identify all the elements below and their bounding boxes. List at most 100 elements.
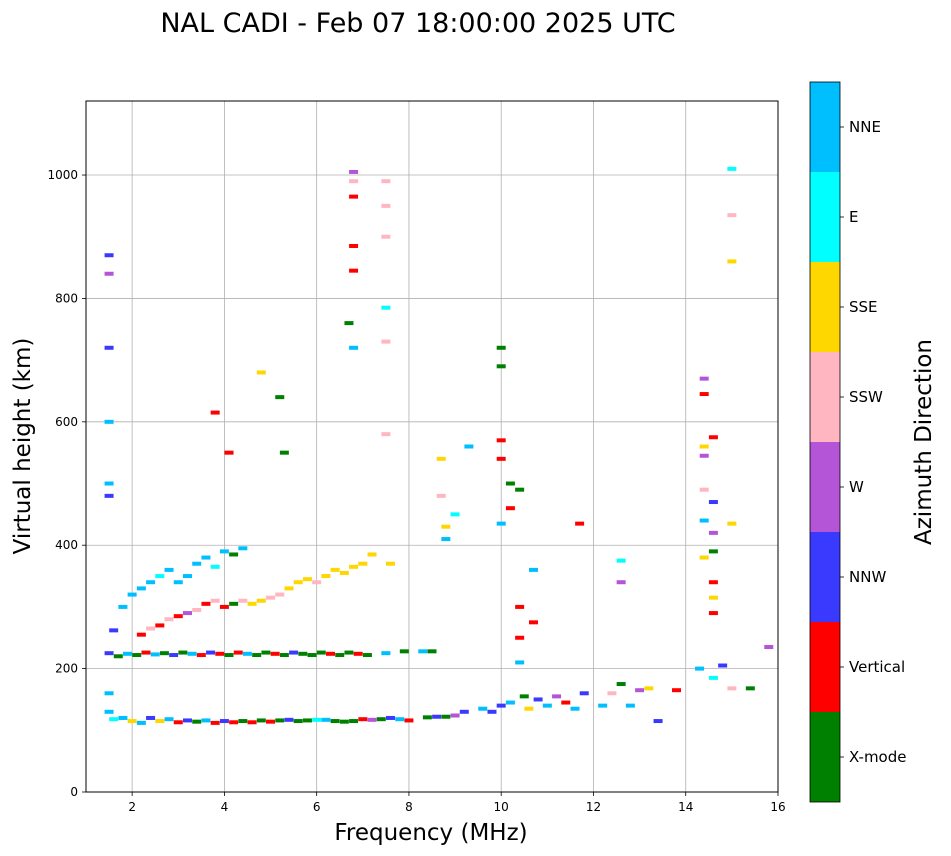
data-point [270,651,280,656]
x-axis-label: Frequency (MHz) [334,820,527,846]
data-point [238,719,248,724]
data-point [293,719,303,724]
data-point [339,570,349,575]
data-point [104,709,114,714]
data-point [528,567,538,572]
data-point [104,691,114,696]
data-point [242,651,252,656]
data-point [727,521,737,526]
data-point [519,694,529,699]
data-point [293,580,303,585]
data-point [113,654,123,659]
data-point [575,521,585,526]
data-point [206,650,216,655]
data-point [496,703,506,708]
data-point [459,709,469,714]
data-point [247,720,257,725]
data-point [381,651,391,656]
x-tick-label: 4 [221,800,229,814]
data-point [136,720,146,725]
data-point [381,432,391,437]
data-point [252,653,262,658]
data-point [344,650,354,655]
data-point [349,243,359,248]
colorbar-tick-label: X-mode [849,748,906,766]
data-point [399,649,409,654]
data-point [422,715,432,720]
data-point [215,651,225,656]
data-point [432,714,442,719]
data-point [367,717,377,722]
data-point [164,567,174,572]
data-point [695,666,705,671]
x-tick-label: 14 [678,800,693,814]
data-point [173,580,183,585]
data-point [496,438,506,443]
data-point [450,512,460,517]
data-point [496,364,506,369]
data-point [381,203,391,208]
data-point [164,717,174,722]
data-point [210,598,220,603]
data-point [224,653,234,658]
data-point [644,686,654,691]
data-point [192,607,202,612]
data-point [307,653,317,658]
data-points [104,166,774,725]
data-point [616,558,626,563]
colorbar-tick-label: Vertical [849,658,905,676]
data-point [104,481,114,486]
data-point [376,717,386,722]
data-point [515,604,525,609]
data-point [316,650,326,655]
colorbar-segment [810,532,840,622]
data-point [330,719,340,724]
data-point [210,564,220,569]
data-point [528,620,538,625]
data-point [178,650,188,655]
data-point [349,194,359,199]
data-point [196,653,206,658]
data-point [109,717,119,722]
data-point [229,720,239,725]
data-point [727,166,737,171]
data-point [127,719,137,724]
data-point [699,376,709,381]
data-point [450,713,460,718]
data-point [256,598,266,603]
data-point [136,632,146,637]
data-point [275,395,285,400]
data-point [708,549,718,554]
data-point [487,709,497,714]
data-point [404,718,414,723]
data-point [312,580,322,585]
data-point [349,345,359,350]
data-point [496,345,506,350]
data-point [104,271,114,276]
data-point [229,552,239,557]
data-point [256,718,266,723]
data-point [238,546,248,551]
data-point [427,649,437,654]
data-point [635,688,645,693]
data-point [496,521,506,526]
x-axis-ticks: 2 4 6 8 10 12 14 16 [128,792,786,814]
data-point [284,586,294,591]
data-point [505,700,515,705]
data-point [173,614,183,619]
colorbar-segment [810,442,840,532]
data-point [155,623,165,628]
data-point [367,552,377,557]
data-point [570,706,580,711]
y-tick-label: 200 [55,662,78,676]
data-point [708,435,718,440]
data-point [275,718,285,723]
colorbar-tick-label: E [849,208,858,226]
data-point [344,321,354,326]
data-point [169,653,179,658]
data-point [136,586,146,591]
data-point [349,169,359,174]
data-point [146,715,156,720]
x-tick-label: 8 [405,800,413,814]
data-point [127,592,137,597]
